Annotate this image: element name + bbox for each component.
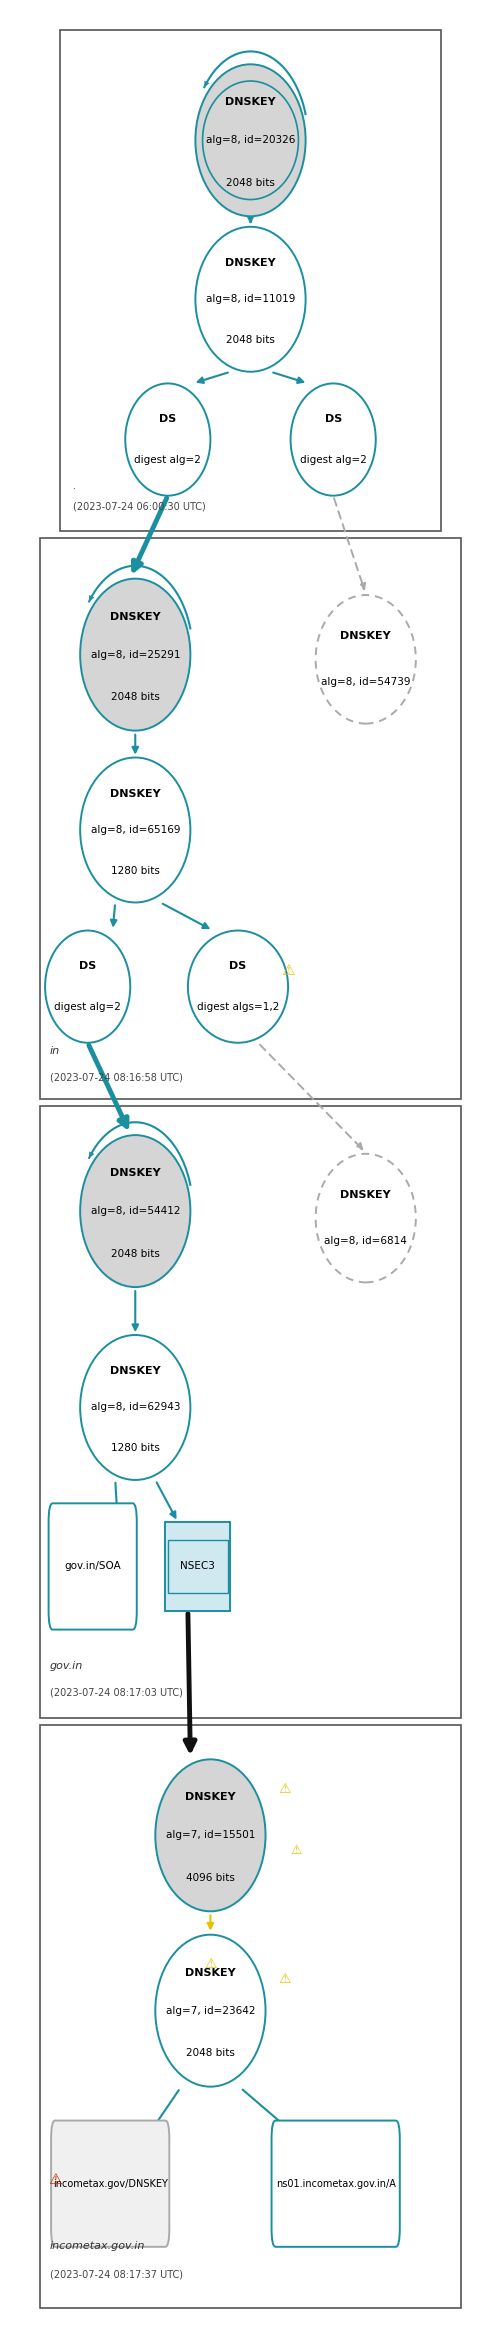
FancyBboxPatch shape bbox=[49, 1503, 137, 1630]
Text: DS: DS bbox=[325, 414, 342, 423]
Text: (2023-07-24 06:00:30 UTC): (2023-07-24 06:00:30 UTC) bbox=[73, 503, 205, 512]
Text: DS: DS bbox=[229, 961, 246, 970]
Text: alg=8, id=62943: alg=8, id=62943 bbox=[91, 1403, 180, 1412]
Ellipse shape bbox=[188, 931, 288, 1043]
FancyBboxPatch shape bbox=[165, 1522, 230, 1611]
Text: in: in bbox=[50, 1047, 60, 1057]
Text: ⚠: ⚠ bbox=[48, 2172, 62, 2186]
Text: 2048 bits: 2048 bits bbox=[111, 1248, 160, 1258]
Text: DNSKEY: DNSKEY bbox=[185, 1793, 236, 1803]
Ellipse shape bbox=[155, 1936, 266, 2085]
Ellipse shape bbox=[316, 594, 416, 725]
Text: NSEC3: NSEC3 bbox=[180, 1562, 215, 1571]
Text: digest alg=2: digest alg=2 bbox=[54, 1003, 121, 1012]
Text: digest alg=2: digest alg=2 bbox=[134, 456, 201, 465]
Text: alg=8, id=54412: alg=8, id=54412 bbox=[91, 1206, 180, 1216]
Text: incometax.gov.in: incometax.gov.in bbox=[50, 2242, 145, 2251]
Text: (2023-07-24 08:16:58 UTC): (2023-07-24 08:16:58 UTC) bbox=[50, 1073, 183, 1082]
Ellipse shape bbox=[80, 758, 190, 902]
FancyBboxPatch shape bbox=[51, 2121, 169, 2247]
Text: gov.in/SOA: gov.in/SOA bbox=[64, 1562, 121, 1571]
Ellipse shape bbox=[195, 227, 306, 372]
Text: alg=7, id=15501: alg=7, id=15501 bbox=[166, 1831, 255, 1840]
Text: ns01.incometax.gov.in/A: ns01.incometax.gov.in/A bbox=[276, 2179, 396, 2188]
Text: alg=8, id=6814: alg=8, id=6814 bbox=[324, 1237, 407, 1246]
Bar bbox=[40, 1725, 461, 2308]
Text: 2048 bits: 2048 bits bbox=[226, 178, 275, 187]
Text: alg=8, id=65169: alg=8, id=65169 bbox=[91, 825, 180, 835]
Text: DS: DS bbox=[159, 414, 176, 423]
Bar bbox=[40, 1106, 461, 1718]
Text: ⚠: ⚠ bbox=[278, 1971, 291, 1985]
Ellipse shape bbox=[316, 1153, 416, 1281]
Text: DNSKEY: DNSKEY bbox=[225, 257, 276, 269]
Text: gov.in: gov.in bbox=[50, 1662, 83, 1672]
Text: DNSKEY: DNSKEY bbox=[225, 98, 276, 108]
Bar bbox=[60, 30, 441, 531]
Text: DNSKEY: DNSKEY bbox=[340, 631, 391, 641]
Text: incometax.gov/DNSKEY: incometax.gov/DNSKEY bbox=[53, 2179, 168, 2188]
Text: DNSKEY: DNSKEY bbox=[340, 1190, 391, 1199]
Text: 2048 bits: 2048 bits bbox=[111, 692, 160, 701]
Ellipse shape bbox=[80, 580, 190, 729]
Text: digest alg=2: digest alg=2 bbox=[300, 456, 367, 465]
Text: 1280 bits: 1280 bits bbox=[111, 1443, 160, 1452]
Text: DNSKEY: DNSKEY bbox=[110, 613, 161, 622]
Text: alg=8, id=11019: alg=8, id=11019 bbox=[206, 295, 295, 304]
Text: ⚠: ⚠ bbox=[204, 1957, 216, 1971]
Bar bbox=[40, 538, 461, 1099]
Text: alg=8, id=25291: alg=8, id=25291 bbox=[91, 650, 180, 659]
Text: DS: DS bbox=[79, 961, 96, 970]
Ellipse shape bbox=[125, 383, 210, 496]
Text: alg=8, id=20326: alg=8, id=20326 bbox=[206, 136, 295, 145]
Text: alg=7, id=23642: alg=7, id=23642 bbox=[166, 2006, 255, 2015]
Text: ⚠: ⚠ bbox=[278, 1782, 291, 1796]
Ellipse shape bbox=[45, 931, 130, 1043]
Ellipse shape bbox=[195, 65, 306, 217]
Text: .: . bbox=[73, 482, 76, 491]
Ellipse shape bbox=[291, 383, 376, 496]
Text: 4096 bits: 4096 bits bbox=[186, 1873, 235, 1882]
Text: DNSKEY: DNSKEY bbox=[110, 1365, 161, 1377]
Text: 2048 bits: 2048 bits bbox=[186, 2048, 235, 2057]
Text: digest algs=1,2: digest algs=1,2 bbox=[197, 1003, 279, 1012]
Text: DNSKEY: DNSKEY bbox=[110, 788, 161, 800]
Ellipse shape bbox=[155, 1761, 266, 1912]
Text: DNSKEY: DNSKEY bbox=[185, 1969, 236, 1978]
Text: ⚠: ⚠ bbox=[291, 1845, 302, 1856]
Text: 1280 bits: 1280 bits bbox=[111, 865, 160, 874]
Text: (2023-07-24 08:17:03 UTC): (2023-07-24 08:17:03 UTC) bbox=[50, 1688, 183, 1697]
FancyBboxPatch shape bbox=[272, 2121, 400, 2247]
Text: (2023-07-24 08:17:37 UTC): (2023-07-24 08:17:37 UTC) bbox=[50, 2270, 183, 2280]
Text: 2048 bits: 2048 bits bbox=[226, 334, 275, 344]
Text: alg=8, id=54739: alg=8, id=54739 bbox=[321, 678, 410, 687]
Text: DNSKEY: DNSKEY bbox=[110, 1169, 161, 1178]
Text: ⚠: ⚠ bbox=[281, 963, 295, 977]
Ellipse shape bbox=[80, 1136, 190, 1286]
Ellipse shape bbox=[80, 1335, 190, 1480]
